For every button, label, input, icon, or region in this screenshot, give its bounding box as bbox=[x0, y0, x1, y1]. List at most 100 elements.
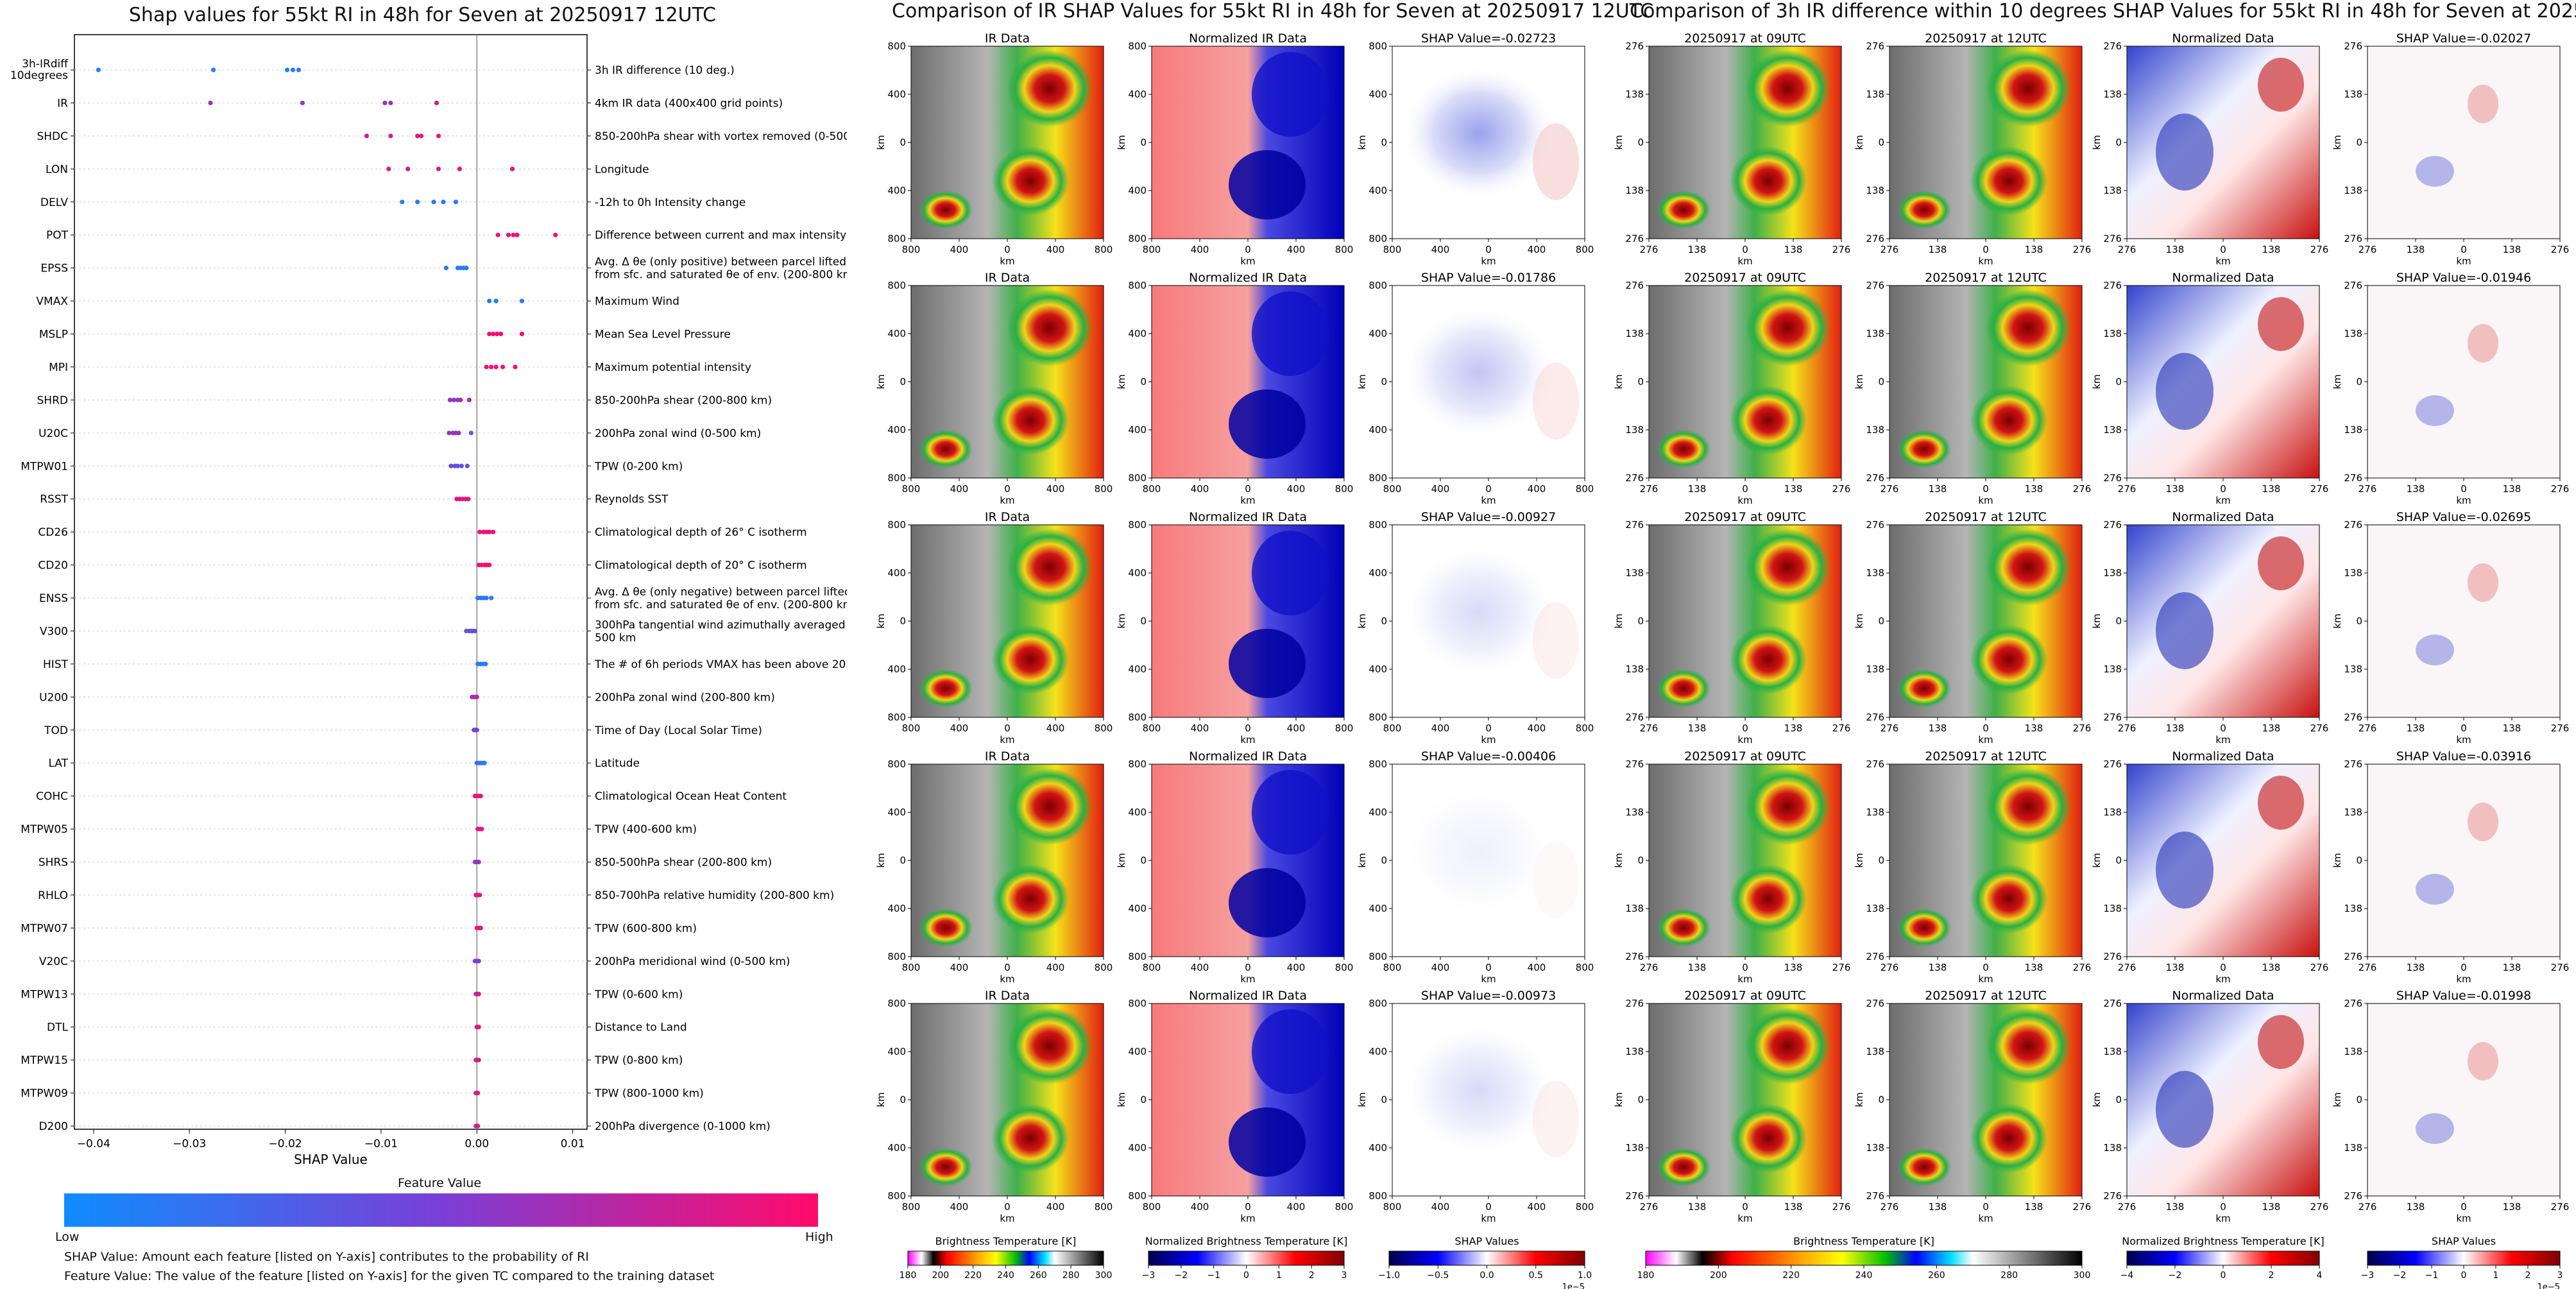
x-tick-label: 400 bbox=[1431, 962, 1450, 973]
y-tick-label: 400 bbox=[1369, 185, 1387, 196]
x-tick-label: 276 bbox=[2073, 722, 2092, 734]
y-tick-label: 0 bbox=[1878, 376, 1884, 388]
ir-09utc-image-cloud bbox=[1730, 386, 1807, 455]
feature-code-label: DTL bbox=[47, 1021, 68, 1034]
y-tick-label: 800 bbox=[1128, 998, 1147, 1009]
y-tick-label: 800 bbox=[1369, 233, 1387, 244]
diff-shap-image-blob bbox=[2468, 803, 2498, 841]
x-tick-label: 400 bbox=[1528, 244, 1546, 255]
y-tick-label: 400 bbox=[1128, 567, 1147, 579]
y-tick-label: 0 bbox=[1878, 137, 1884, 148]
y-tick-label: 800 bbox=[1128, 40, 1147, 52]
y-tick-label: 138 bbox=[2103, 1046, 2122, 1057]
x-tick-label: 138 bbox=[2262, 962, 2281, 973]
x-tick-label: 276 bbox=[1640, 722, 1659, 734]
ir-12utc-image-cloud bbox=[1970, 146, 2047, 216]
shap-point bbox=[553, 232, 558, 237]
x-tick-label: 800 bbox=[1095, 244, 1113, 255]
x-tick-label: 400 bbox=[1191, 483, 1209, 495]
y-tick-label: 138 bbox=[1625, 1046, 1644, 1057]
shap-point bbox=[436, 166, 441, 171]
feature-description-label: The # of 6h periods VMAX has been above … bbox=[594, 658, 847, 671]
x-tick-label: 138 bbox=[1688, 1201, 1707, 1213]
panel-title: Normalized IR Data bbox=[1189, 510, 1307, 524]
x-tick-label: 800 bbox=[1576, 1201, 1594, 1213]
ir-09utc-image-cloud bbox=[1657, 669, 1710, 708]
x-tick-label: 138 bbox=[2025, 722, 2043, 734]
y-tick-label: 400 bbox=[1369, 424, 1387, 436]
y-tick-label: 800 bbox=[1128, 712, 1147, 723]
colorbar-tick-label: 2 bbox=[1309, 1270, 1315, 1281]
y-tick-label: 400 bbox=[1369, 567, 1387, 579]
colorbar-tick-label: 260 bbox=[1928, 1270, 1945, 1281]
colorbar-tick-label: 3 bbox=[2557, 1270, 2563, 1281]
y-axis-label: km bbox=[875, 853, 887, 867]
shap-point bbox=[405, 166, 411, 171]
panel-title: IR Data bbox=[985, 989, 1030, 1003]
y-axis-label: km bbox=[2332, 613, 2343, 628]
y-tick-label: 276 bbox=[1866, 712, 1884, 723]
feature-code-label: V300 bbox=[40, 625, 68, 638]
feature-description-label: TPW (800-1000 km) bbox=[594, 1088, 704, 1100]
shap-point bbox=[495, 331, 500, 337]
x-tick-label: 276 bbox=[2118, 244, 2137, 255]
ir-shap-image-blob bbox=[1402, 65, 1556, 200]
y-tick-label: 138 bbox=[2344, 424, 2362, 436]
y-tick-label: 276 bbox=[2344, 472, 2362, 484]
y-tick-label: 138 bbox=[1866, 807, 1884, 818]
y-tick-label: 400 bbox=[1128, 1142, 1147, 1154]
feature-value-colorbar bbox=[64, 1193, 818, 1227]
x-tick-label: 800 bbox=[1576, 244, 1594, 255]
y-tick-label: 800 bbox=[1369, 280, 1387, 291]
shap-panel-title: Shap values for 55kt RI in 48h for Seven… bbox=[128, 4, 717, 26]
ir-data-image-cloud bbox=[1007, 1007, 1092, 1084]
shap-point bbox=[447, 431, 452, 436]
normalized-diff-image-blob bbox=[2156, 832, 2213, 909]
x-tick-label: 276 bbox=[1881, 722, 1899, 734]
x-tick-label: 800 bbox=[1383, 1201, 1402, 1213]
diff-bt-colorbar bbox=[1645, 1251, 2083, 1266]
x-tick-label: −0.04 bbox=[77, 1138, 110, 1150]
x-tick-label: 276 bbox=[2358, 483, 2377, 495]
feature-code-label: CD20 bbox=[38, 559, 68, 572]
feature-code-label: RHLO bbox=[38, 889, 68, 902]
shap-point bbox=[451, 397, 457, 402]
x-tick-label: 0 bbox=[1004, 962, 1011, 973]
shap-point bbox=[453, 200, 458, 205]
panel-title: 20250917 at 12UTC bbox=[1925, 271, 2047, 285]
x-tick-label: 138 bbox=[2407, 962, 2425, 973]
y-tick-label: 800 bbox=[1369, 40, 1387, 52]
colorbar-tick-label: 0 bbox=[1243, 1270, 1249, 1281]
y-axis-label: km bbox=[1356, 853, 1368, 867]
ir-data-image-cloud bbox=[992, 146, 1069, 216]
shap-point bbox=[513, 364, 518, 370]
x-tick-label: 800 bbox=[902, 962, 921, 973]
x-tick-label: 800 bbox=[1383, 722, 1402, 734]
x-tick-label: 138 bbox=[1688, 722, 1707, 734]
panel-title: 20250917 at 09UTC bbox=[1684, 271, 1806, 285]
shap-point bbox=[477, 529, 482, 534]
ir-12utc-image-cloud bbox=[1897, 430, 1951, 468]
ir-shap-image-blob bbox=[1402, 544, 1556, 679]
y-axis-label: km bbox=[2091, 853, 2103, 867]
ir-09utc-image-cloud bbox=[1657, 1148, 1710, 1186]
x-tick-label: 276 bbox=[2118, 722, 2137, 734]
shap-point bbox=[455, 463, 460, 468]
shap-point bbox=[296, 67, 302, 73]
colorbar-tick-label: 0.5 bbox=[1529, 1270, 1543, 1281]
ir-data-image-cloud bbox=[919, 669, 973, 708]
y-tick-label: 276 bbox=[1866, 233, 1884, 244]
feature-description-label: 4km IR data (400x400 grid points) bbox=[595, 97, 783, 110]
feature-description-label: TPW (0-600 km) bbox=[594, 988, 683, 1001]
feature-description-label: 850-200hPa shear with vortex removed (0-… bbox=[595, 130, 847, 143]
diff-norm-colorbar-label: Normalized Brightness Temperature [K] bbox=[2122, 1235, 2324, 1247]
y-tick-label: 400 bbox=[1128, 89, 1147, 100]
y-tick-label: 138 bbox=[1866, 663, 1884, 675]
x-tick-label: 276 bbox=[2551, 1201, 2570, 1213]
y-tick-label: 138 bbox=[2103, 807, 2122, 818]
x-tick-label: 0 bbox=[1004, 1201, 1011, 1213]
x-tick-label: 0 bbox=[2461, 722, 2467, 734]
ir-09utc-image-cloud bbox=[1657, 430, 1710, 468]
feature-description-label: Climatological depth of 20° C isotherm bbox=[595, 559, 807, 572]
x-tick-label: 800 bbox=[1095, 722, 1113, 734]
